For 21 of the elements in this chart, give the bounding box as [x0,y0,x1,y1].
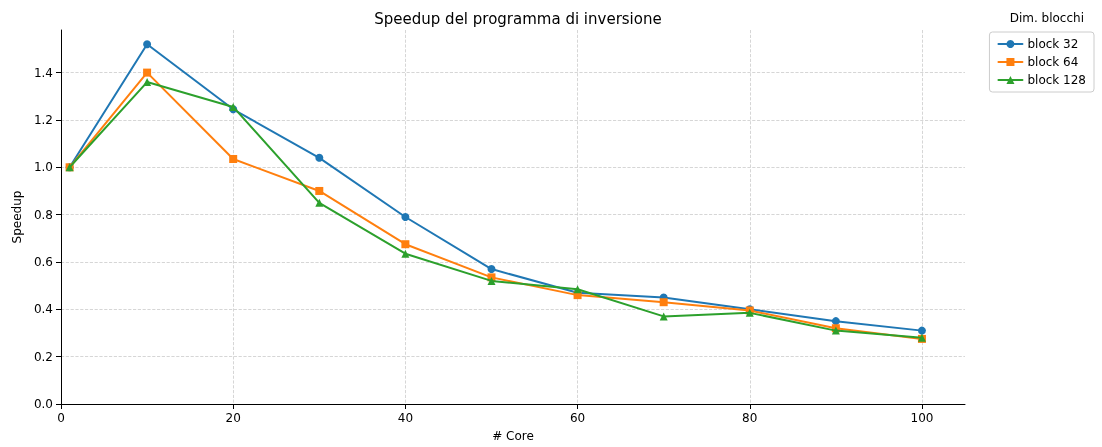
y-tick-label: 0.6 [33,254,53,269]
legend-label: block 32 [1027,37,1079,51]
x-axis-title: # Core [492,429,534,443]
x-tick-label: 0 [57,411,65,425]
legend-title: Dim. blocchi [1009,11,1085,25]
legend-label: block 64 [1027,55,1079,69]
y-tick-label: 1.2 [33,112,53,127]
x-tick-label: 20 [225,411,241,425]
y-tick-label: 1.0 [33,160,53,175]
y-axis-title: Speedup [10,190,24,244]
x-tick-label: 60 [569,411,586,425]
x-tick-label: 80 [742,411,758,425]
legend-label: block 128 [1027,73,1086,87]
y-tick-label: 1.4 [33,65,53,80]
y-tick-label: 0.8 [33,207,53,222]
y-tick-label: 0.4 [33,302,53,317]
x-tick-label: 40 [397,411,414,425]
y-tick-label: 0.2 [33,349,53,364]
chart-title: Speedup del programma di inversione [374,9,662,28]
x-tick-label: 100 [910,411,934,425]
y-tick-label: 0.0 [33,397,53,411]
